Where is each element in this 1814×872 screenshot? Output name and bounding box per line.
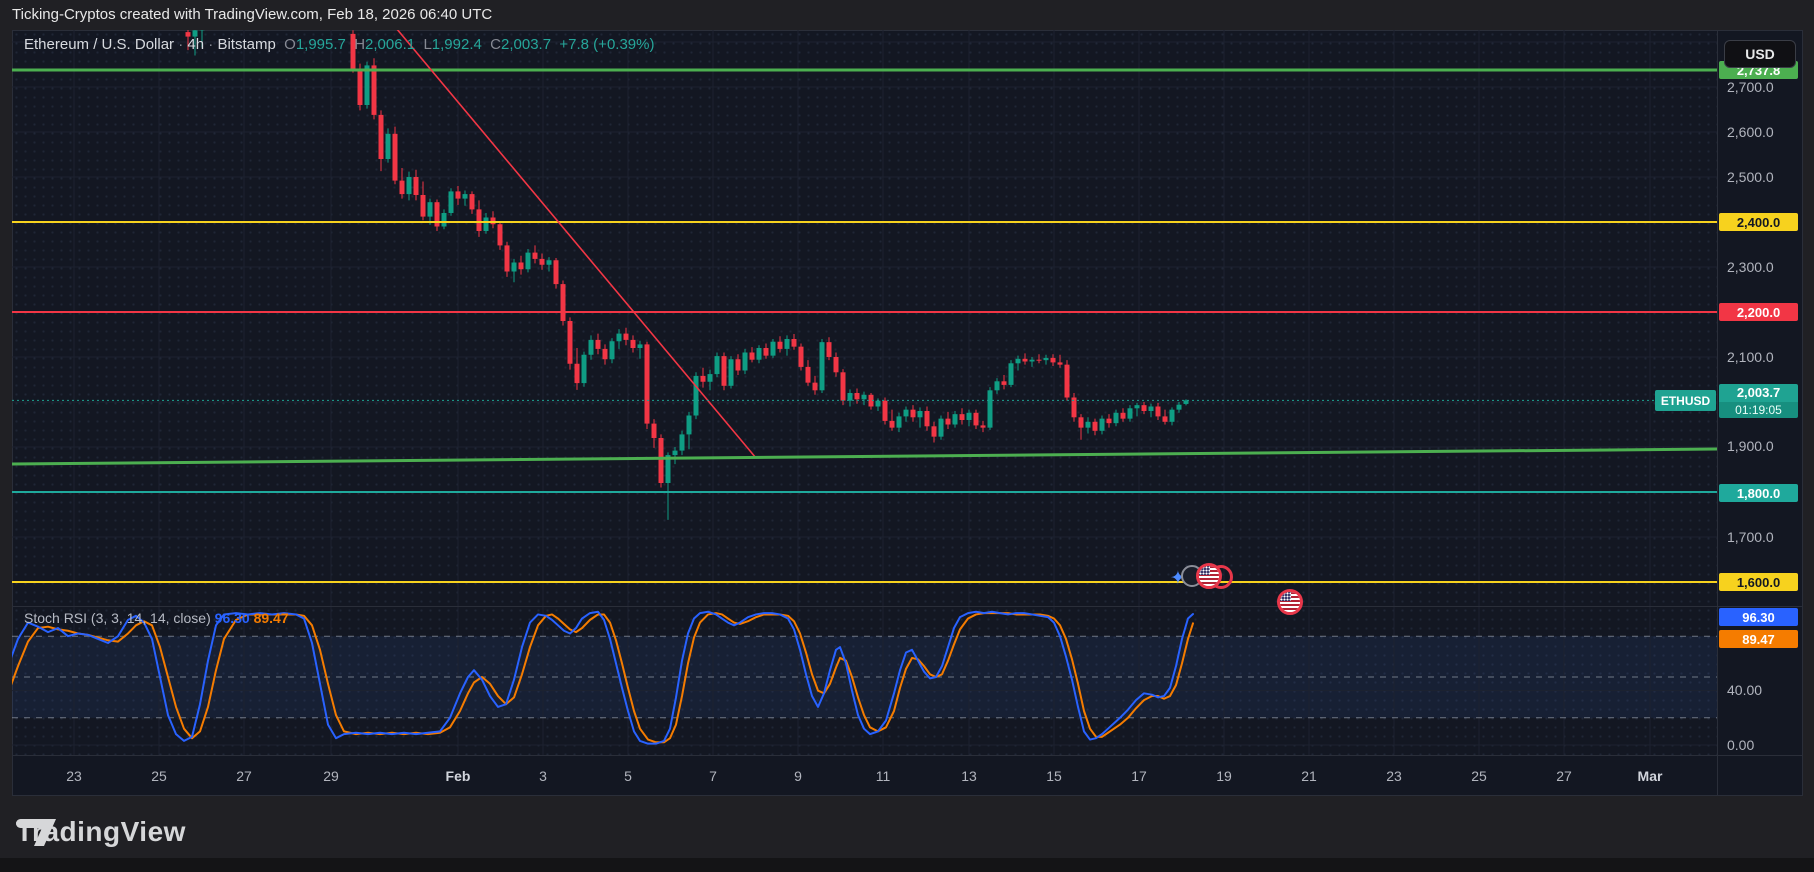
price-axis-label: 1,900.0: [1727, 438, 1774, 454]
tradingview-logo[interactable]: TradingView: [16, 816, 186, 848]
time-axis-label: 15: [1046, 768, 1062, 784]
price-axis-tag: 2,200.0: [1719, 303, 1798, 321]
price-axis-tag: 1,800.0: [1719, 484, 1798, 502]
time-axis-label: 29: [323, 768, 339, 784]
time-axis-label: 7: [709, 768, 717, 784]
stoch-rsi-d-value: 89.47: [253, 610, 289, 626]
open-label: O: [284, 36, 296, 53]
close-label: C: [490, 36, 502, 53]
close-value: 2,003.7: [501, 36, 552, 53]
price-axis-tag: 96.30: [1719, 608, 1798, 626]
currency-toggle-button[interactable]: USD: [1724, 40, 1796, 68]
stoch-rsi-plot[interactable]: [12, 606, 1717, 755]
separator-dot: ·: [178, 36, 184, 53]
current-price-tag: 2,003.7 01:19:05: [1719, 384, 1798, 418]
time-axis-label: 25: [1471, 768, 1487, 784]
separator-dot: ·: [208, 36, 214, 53]
price-axis-separator[interactable]: [1717, 30, 1718, 796]
flag-canton: [1199, 566, 1210, 575]
low-label: L: [423, 36, 432, 53]
low-value: 1,992.4: [431, 36, 482, 53]
candles-layer: [185, 30, 1189, 520]
price-axis-label: 2,600.0: [1727, 124, 1774, 140]
time-axis-label: 11: [875, 768, 891, 784]
stoch-rsi-k-value: 96.30: [214, 610, 250, 626]
symbol-info-bar[interactable]: Ethereum / U.S. Dollar · 4h · Bitstamp O…: [24, 36, 654, 53]
time-axis-label: 13: [961, 768, 977, 784]
high-label: H: [354, 36, 366, 53]
price-axis-label: 1,700.0: [1727, 529, 1774, 545]
bar-countdown: 01:19:05: [1719, 402, 1798, 418]
price-axis-tag: 2,400.0: [1719, 213, 1798, 231]
stoch-rsi-legend[interactable]: Stoch RSI (3, 3, 14, 14, close) 96.30 89…: [24, 610, 289, 626]
time-axis-label: Mar: [1637, 768, 1663, 784]
stoch-rsi-k-line: [12, 610, 1194, 745]
time-axis-label: Feb: [445, 768, 471, 784]
attribution-text: Ticking-Cryptos created with TradingView…: [12, 6, 493, 23]
horizontal-price-lines: [12, 68, 1717, 583]
time-axis-separator: [12, 755, 1803, 756]
price-axis-tag: 89.47: [1719, 630, 1798, 648]
trend-lines: [12, 30, 1717, 466]
time-axis-label: 23: [66, 768, 82, 784]
price-axis-label: 40.00: [1727, 682, 1763, 698]
price-axis-label: 2,100.0: [1727, 349, 1774, 365]
symbol-price-flag: ETHUSD: [1655, 390, 1716, 411]
time-axis-label: 21: [1301, 768, 1317, 784]
bottom-strip: [0, 858, 1814, 872]
tradingview-logo-mark: [16, 819, 56, 846]
price-axis-label: 2,300.0: [1727, 259, 1774, 275]
time-axis-label: 27: [1556, 768, 1572, 784]
price-axis-label: 2,700.0: [1727, 79, 1774, 95]
price-axis-label: 0.00: [1727, 737, 1755, 753]
change-value: +7.8 (+0.39%): [559, 36, 655, 53]
us-flag-event-icon[interactable]: [1196, 563, 1222, 589]
price-grid: [12, 30, 1717, 606]
pane-separator[interactable]: [12, 606, 1803, 607]
stoch-rsi-label: Stoch RSI (3, 3, 14, 14, close): [24, 610, 211, 626]
symbol-title[interactable]: Ethereum / U.S. Dollar: [24, 36, 175, 53]
time-axis-label: 25: [151, 768, 167, 784]
time-axis-label: 5: [624, 768, 632, 784]
us-flag-event-icon[interactable]: [1277, 589, 1303, 615]
price-pane[interactable]: [12, 30, 1717, 606]
open-value: 1,995.7: [295, 36, 346, 53]
time-axis-label: 9: [794, 768, 802, 784]
time-axis-label: 23: [1386, 768, 1402, 784]
time-axis-label: 17: [1131, 768, 1147, 784]
last-price-value: 2,003.7: [1719, 384, 1798, 402]
exchange-label: Bitstamp: [217, 36, 276, 53]
stoch-rsi-d-line: [12, 612, 1194, 744]
price-axis-tag: 1,600.0: [1719, 573, 1798, 591]
price-axis-label: 2,500.0: [1727, 169, 1774, 185]
high-value: 2,006.1: [365, 36, 416, 53]
time-axis-label: 19: [1216, 768, 1232, 784]
time-axis-label: 3: [539, 768, 547, 784]
time-axis-label: 27: [236, 768, 252, 784]
interval-label[interactable]: 4h: [187, 36, 205, 53]
candlestick-chart[interactable]: [12, 30, 1717, 606]
flag-canton: [1280, 592, 1291, 601]
